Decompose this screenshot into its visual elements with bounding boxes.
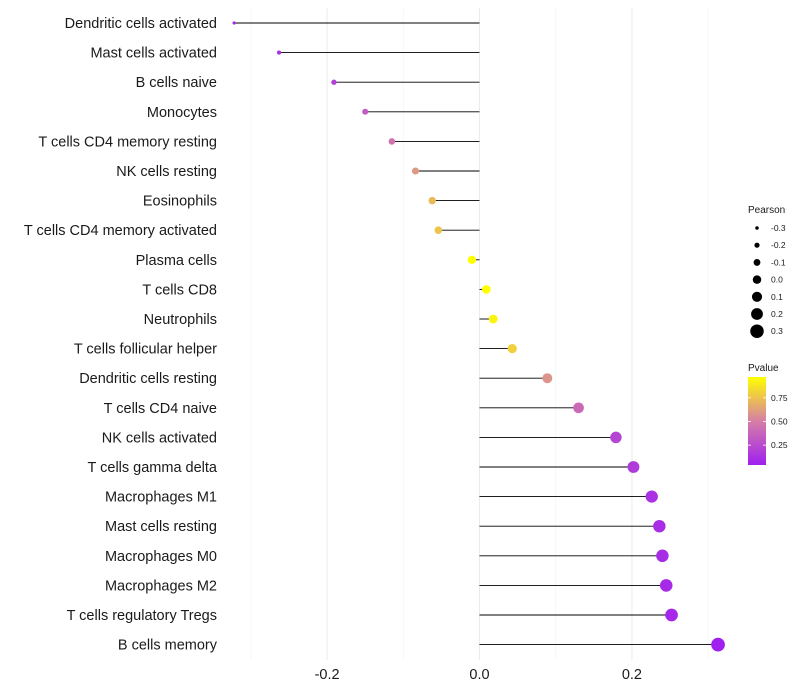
category-label: T cells regulatory Tregs xyxy=(67,608,217,624)
colorbar-label: 0.50 xyxy=(771,416,788,426)
category-label: T cells CD4 memory resting xyxy=(38,134,217,150)
lollipop-point xyxy=(488,314,498,324)
x-axis-ticks: -0.2 0.0 0.2 xyxy=(315,667,642,683)
size-legend-label: 0.2 xyxy=(771,309,783,319)
category-label: Mast cells resting xyxy=(105,519,217,535)
lollipop-points xyxy=(232,21,725,652)
lollipop-point xyxy=(656,549,669,563)
size-legend-key xyxy=(753,258,761,266)
lollipop-point xyxy=(711,637,725,652)
category-label: T cells CD8 xyxy=(142,282,217,298)
category-label: Dendritic cells resting xyxy=(79,371,217,387)
pvalue-color-legend: Pvalue 0.75 0.50 0.25 xyxy=(748,363,788,465)
category-label: Eosinophils xyxy=(143,194,217,210)
lollipop-point xyxy=(362,108,369,115)
grid-lines xyxy=(250,8,709,660)
x-tick-label: -0.2 xyxy=(315,667,340,683)
lollipop-point xyxy=(434,226,443,234)
size-legend-label: 0.3 xyxy=(771,326,783,336)
category-label: Neutrophils xyxy=(144,312,217,328)
x-tick-label: 0.0 xyxy=(469,667,489,683)
category-label: T cells CD4 memory activated xyxy=(24,223,217,239)
size-legend-key xyxy=(754,242,760,248)
category-label: Monocytes xyxy=(147,105,217,121)
category-label: Mast cells activated xyxy=(90,46,217,62)
size-legend-label: 0.0 xyxy=(771,275,783,285)
category-label: B cells naive xyxy=(136,75,217,91)
category-label: Macrophages M2 xyxy=(105,578,217,594)
lollipop-point xyxy=(653,519,666,533)
lollipop-point xyxy=(542,373,553,384)
category-label: T cells gamma delta xyxy=(88,460,218,476)
category-label: NK cells activated xyxy=(102,430,217,446)
category-label: Macrophages M0 xyxy=(105,549,217,565)
category-label: NK cells resting xyxy=(116,164,217,180)
x-tick-label: 0.2 xyxy=(622,667,642,683)
pvalue-colorbar xyxy=(748,377,766,465)
lollipop-point xyxy=(645,490,658,503)
lollipop-point xyxy=(573,402,584,414)
category-labels: Dendritic cells activated Mast cells acti… xyxy=(24,16,218,654)
lollipop-point xyxy=(411,167,420,175)
category-label: T cells follicular helper xyxy=(74,342,217,358)
lollipop-point xyxy=(659,579,673,592)
lollipop-point xyxy=(388,138,396,145)
size-legend-key xyxy=(755,226,759,230)
lollipop-stems xyxy=(234,22,719,646)
lollipop-point xyxy=(627,461,640,473)
colorbar-label: 0.25 xyxy=(771,440,788,450)
size-legend-key xyxy=(750,324,764,338)
lollipop-point xyxy=(482,285,491,294)
size-legend-label: -0.3 xyxy=(771,223,786,233)
size-legend-key xyxy=(752,275,762,284)
lollipop-point xyxy=(467,255,477,264)
size-legend-label: 0.1 xyxy=(771,292,783,302)
category-label: Dendritic cells activated xyxy=(65,16,217,32)
size-legend-label: -0.1 xyxy=(771,257,786,267)
size-legend-title: Pearson xyxy=(748,205,785,216)
colorbar-label: 0.75 xyxy=(771,393,788,403)
lollipop-point xyxy=(331,79,337,85)
color-legend-title: Pvalue xyxy=(748,363,779,374)
lollipop-point xyxy=(232,21,236,25)
lollipop-point xyxy=(428,196,436,205)
lollipop-point xyxy=(610,431,622,444)
size-legend-label: -0.2 xyxy=(771,240,786,250)
category-label: Macrophages M1 xyxy=(105,490,217,506)
category-label: Plasma cells xyxy=(136,253,217,269)
lollipop-point xyxy=(277,50,282,55)
category-label: B cells memory xyxy=(118,638,218,654)
lollipop-point xyxy=(665,608,678,622)
lollipop-point xyxy=(507,343,517,354)
pearson-size-legend: Pearson -0.3 -0.2 -0.1 0.0 0.1 0.2 0.3 xyxy=(748,205,786,338)
category-label: T cells CD4 naive xyxy=(104,401,217,417)
size-legend-key xyxy=(751,308,763,320)
size-legend-key xyxy=(751,291,763,302)
